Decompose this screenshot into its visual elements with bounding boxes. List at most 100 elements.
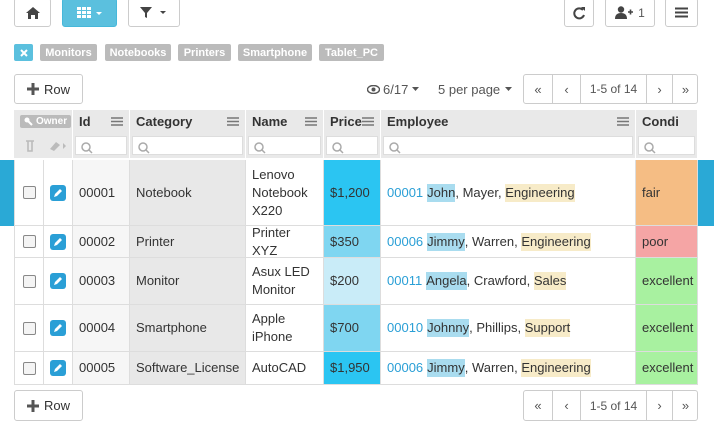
employee-department: Engineering [521, 359, 591, 377]
employee-id[interactable]: 00001 [387, 184, 424, 200]
edit-button[interactable] [50, 273, 66, 289]
employee-department: Engineering [505, 183, 575, 202]
filter-input[interactable] [75, 136, 127, 155]
column-menu-icon[interactable] [305, 117, 317, 126]
filter-button[interactable] [128, 0, 180, 27]
view-button[interactable] [62, 0, 117, 27]
filter-input[interactable] [132, 136, 243, 155]
add-row-button[interactable]: Row [14, 390, 83, 421]
header-label: Price [330, 114, 362, 129]
column-header[interactable]: Employee [381, 110, 636, 133]
employee-department: Sales [533, 272, 567, 290]
employee-id[interactable]: 00006 [387, 360, 424, 375]
select-cell [14, 305, 44, 352]
employee-cell: 00011AngelaCrawfordSales [381, 258, 636, 305]
owner-filter[interactable]: Owner [20, 115, 72, 128]
page-next[interactable]: › [646, 391, 672, 420]
edit-button[interactable] [50, 184, 66, 201]
column-header[interactable]: Category [130, 110, 246, 133]
name-cell: Asux LED Monitor [246, 258, 324, 305]
filter-tag[interactable]: Tablet_PC [319, 44, 384, 61]
grid-icon [76, 6, 102, 18]
page-prev[interactable]: ‹ [552, 391, 580, 420]
employee-id[interactable]: 00010 [387, 320, 424, 335]
column-chooser[interactable]: 6/17 [367, 80, 420, 98]
edit-button[interactable] [50, 320, 66, 336]
row-checkbox[interactable] [22, 361, 36, 375]
filter-actions[interactable] [16, 136, 71, 155]
filter-input[interactable] [638, 136, 695, 155]
category-cell: Notebook [130, 160, 246, 226]
edit-cell [44, 160, 73, 226]
filter-tag[interactable]: Notebooks [105, 44, 171, 61]
employee-first-name: Jimmy [427, 232, 465, 251]
owner-button[interactable]: 1 [605, 0, 655, 27]
employee-id[interactable]: 00006 [387, 233, 424, 249]
menu-icon [675, 7, 688, 18]
employee-id[interactable]: 00011 [387, 273, 423, 288]
page-range: 1-5 of 14 [580, 391, 646, 420]
row-checkbox[interactable] [22, 235, 36, 248]
row-checkbox[interactable] [22, 186, 36, 199]
home-button[interactable] [14, 0, 51, 27]
category: Software_License [136, 360, 240, 375]
pencil-icon [54, 324, 62, 332]
condition-cell: excellent [636, 305, 698, 352]
caret [505, 86, 513, 91]
column-menu-icon[interactable] [227, 117, 239, 126]
employee-last-name: Warren [465, 359, 522, 377]
menu-button[interactable] [665, 0, 698, 27]
page-next[interactable]: › [646, 75, 672, 103]
column-header[interactable]: Id [73, 110, 130, 133]
edit-button[interactable] [50, 233, 66, 250]
column-header[interactable]: Condi [636, 110, 698, 133]
select-cell [14, 226, 44, 258]
pagination: « ‹ 1-5 of 14 ›» [523, 74, 698, 104]
page-first[interactable]: « [534, 398, 542, 413]
row-id: 00003 [79, 273, 116, 288]
filter-input[interactable] [326, 136, 378, 155]
page-first[interactable]: « [534, 81, 542, 97]
select-cell [14, 352, 44, 385]
row-checkbox[interactable] [22, 321, 36, 335]
column-menu-icon[interactable] [617, 117, 629, 126]
pencil-icon [54, 364, 62, 372]
edit-button[interactable] [50, 360, 66, 376]
filter-tag[interactable]: Monitors [40, 44, 97, 61]
per-page-chooser[interactable]: 5 per page [438, 80, 513, 98]
row-id: 00005 [79, 360, 116, 375]
select-cell [14, 258, 44, 305]
price-cell: $700 [324, 305, 381, 352]
column-header[interactable]: Name [246, 110, 324, 133]
row-checkbox[interactable] [22, 274, 36, 288]
condition-cell: poor [636, 226, 698, 258]
column-menu-icon[interactable] [111, 117, 123, 126]
clear-filters[interactable] [14, 44, 33, 61]
page-last[interactable]: » [672, 391, 698, 420]
home-icon [25, 6, 40, 19]
per-page: 5 per page [438, 81, 501, 97]
header-label: Condi [642, 114, 679, 129]
category-cell: Software_License [130, 352, 246, 385]
refresh-icon [573, 6, 585, 19]
price-cell: $350 [324, 226, 381, 258]
filter-tag[interactable]: Smartphone [238, 44, 312, 61]
add-row-label: Row [43, 81, 70, 97]
pencil-icon [54, 277, 62, 285]
header-label: Category [136, 114, 193, 129]
page-last[interactable]: » [672, 75, 698, 103]
header-label: Owner [36, 116, 68, 127]
add-row-button[interactable]: Row [14, 74, 83, 104]
user-count: 1 [638, 5, 645, 20]
column-menu-icon[interactable] [362, 117, 374, 126]
refresh-button[interactable] [564, 0, 594, 27]
filter-tag[interactable]: Printers [178, 44, 231, 61]
category-cell: Monitor [130, 258, 246, 305]
filter-input[interactable] [248, 136, 321, 155]
filter-input[interactable] [383, 136, 633, 155]
pencil-icon [54, 237, 62, 246]
page-prev[interactable]: ‹ [552, 75, 580, 103]
column-header[interactable]: Price [324, 110, 381, 133]
